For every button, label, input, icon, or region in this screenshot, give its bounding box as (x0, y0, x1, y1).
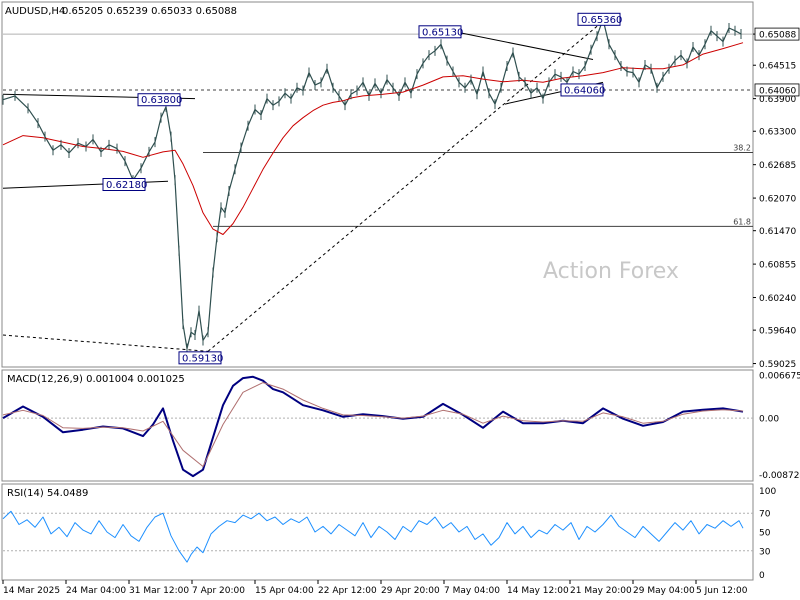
rsi-panel-frame (1, 483, 754, 581)
price-annotation-box (178, 351, 222, 365)
x-axis-label: 29 May 04:00 (633, 586, 695, 596)
x-axis-label: 22 Apr 12:00 (318, 586, 377, 596)
macd-axis-label: -0.008724 (759, 471, 800, 481)
x-axis-label: 15 Apr 04:00 (255, 586, 314, 596)
rsi-axis-label: 50 (759, 529, 771, 539)
rsi-panel-title: RSI(14) 54.0489 (7, 488, 88, 499)
level-price-box (754, 83, 800, 97)
x-axis-label: 29 Apr 20:00 (381, 586, 440, 596)
moving-average-line (2, 42, 744, 235)
price-axis-label: 0.63300 (759, 128, 796, 138)
price-axis-label: 0.62070 (759, 195, 796, 205)
price-annotation-label: 0.59130 (182, 353, 223, 364)
trendline (2, 334, 209, 352)
price-axis-label: 0.61470 (759, 227, 796, 237)
price-annotation-box (560, 83, 604, 97)
signal-line (2, 382, 744, 467)
x-axis-label: 21 May 20:00 (570, 586, 632, 596)
price-annotation-box (418, 25, 462, 39)
rsi-line (2, 510, 744, 563)
price-annotation-box (577, 12, 621, 26)
price-annotation-label: 0.62180 (106, 180, 147, 191)
chart-labels: 38.2 61.8 0.63800 0.62180 0.59130 0.65130 0.64… (2, 12, 800, 596)
watermark: Action Forex (543, 259, 679, 284)
price-axis-label: 0.60855 (759, 261, 796, 271)
trendline (454, 31, 594, 61)
price-annotation-box (137, 93, 181, 107)
price-annotation-box (102, 178, 146, 191)
x-axis-label: 7 Apr 20:00 (192, 586, 245, 596)
price-panel-frame (1, 1, 754, 368)
macd-panel-frame (1, 369, 754, 482)
rsi-axis-label: 100 (759, 487, 776, 497)
x-axis-label: 5 Jun 12:00 (696, 586, 748, 596)
macd-axis-label: 0.006675 (759, 372, 800, 382)
price-axis-label: 0.62685 (759, 161, 796, 171)
x-axis-label: 31 Mar 12:00 (129, 586, 189, 596)
price-axis-label: 0.63900 (759, 95, 796, 105)
price-annotation-label: 0.65130 (422, 27, 463, 38)
current-price-box (754, 27, 800, 41)
x-axis-label: 7 May 04:00 (444, 586, 500, 596)
price-ohlc: 0.65205 0.65239 0.65033 0.65088 (62, 6, 237, 17)
x-axis-label: 24 Mar 04:00 (66, 586, 126, 596)
price-axis-label: 0.65088 (759, 31, 796, 41)
price-axis-label: 0.60240 (759, 294, 796, 304)
price-annotation-label: 0.65360 (581, 15, 622, 26)
price-axis-label: 0.59640 (759, 327, 796, 337)
fib-level-label: 38.2 (733, 143, 751, 152)
price-annotation-label: 0.64060 (564, 85, 605, 96)
x-axis-label: 14 Mar 2025 (3, 586, 60, 596)
macd-line (2, 375, 744, 478)
price-panel-title: AUDUSD,H4 (5, 6, 65, 17)
level-price-label: 0.64060 (759, 86, 796, 96)
fib-level-label: 61.8 (733, 217, 751, 226)
macd-axis-label: 0.00 (759, 415, 779, 425)
macd-panel-title: MACD(12,26,9) 0.001004 0.001025 (7, 374, 185, 385)
series-lines (2, 14, 744, 563)
rsi-axis-label: 70 (759, 510, 771, 520)
trendline (207, 16, 609, 352)
price-axis-label: 0.59025 (759, 360, 796, 370)
x-axis-label: 14 May 12:00 (507, 586, 569, 596)
rsi-axis-label: 30 (759, 547, 771, 557)
rsi-axis-label: 0 (759, 571, 765, 581)
price-annotation-label: 0.63800 (141, 95, 182, 106)
price-axis-label: 0.64515 (759, 62, 796, 72)
